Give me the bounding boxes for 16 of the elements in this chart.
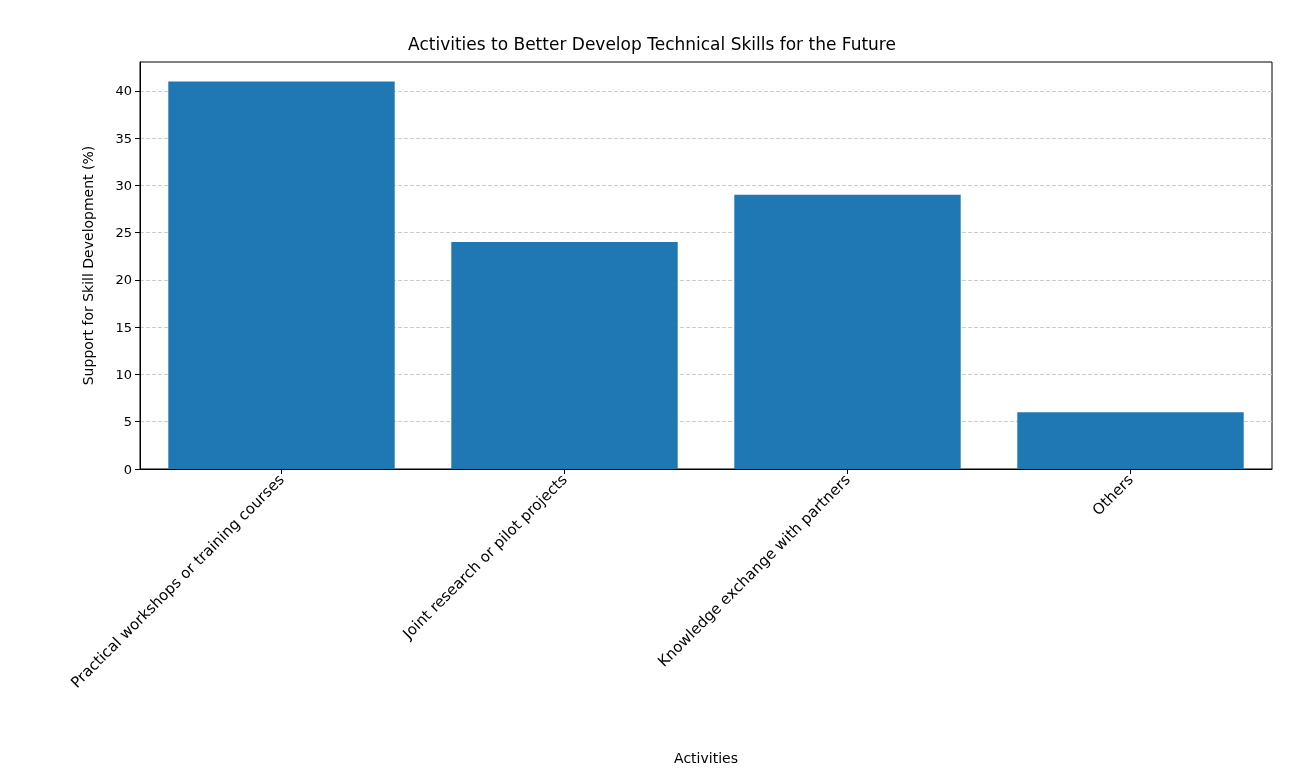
y-tick-label: 15 xyxy=(115,319,132,335)
bar xyxy=(168,81,395,469)
y-tick-label: 35 xyxy=(115,130,132,146)
y-tick-label: 0 xyxy=(123,461,132,477)
y-tick-label: 25 xyxy=(115,225,132,241)
y-tick-label: 30 xyxy=(115,177,132,193)
bar xyxy=(1017,412,1244,469)
chart-title: Activities to Better Develop Technical Skills for the Future xyxy=(408,33,896,54)
y-axis-title: Support for Skill Development (%) xyxy=(80,145,96,386)
x-axis-title: Activities xyxy=(674,750,738,766)
bar xyxy=(734,194,961,469)
y-tick-label: 5 xyxy=(123,414,132,430)
y-tick-label: 20 xyxy=(115,272,132,288)
bar xyxy=(451,242,678,469)
y-tick-label: 40 xyxy=(115,83,132,99)
y-tick-label: 10 xyxy=(115,366,132,382)
